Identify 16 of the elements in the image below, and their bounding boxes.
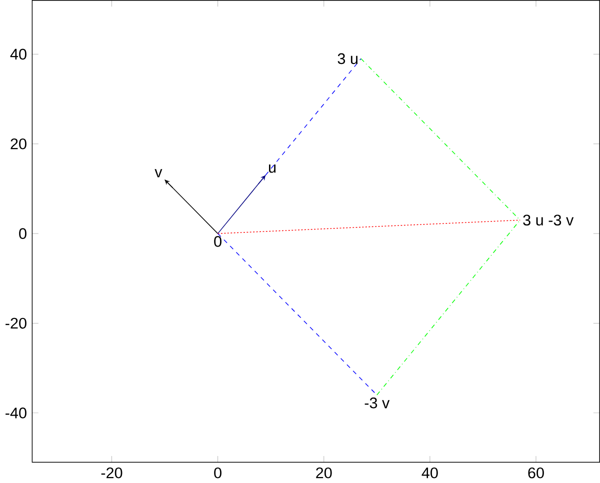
x-tick-label: 0: [214, 467, 222, 478]
y-tick-label: 40: [10, 48, 26, 60]
x-tick-label: -20: [101, 467, 122, 478]
annotation: 0: [214, 236, 222, 247]
y-tick-label: 0: [19, 228, 26, 239]
x-tick-label: 20: [316, 467, 332, 478]
x-tick-label: 60: [528, 467, 544, 478]
x-tick-label: 40: [422, 467, 438, 478]
annotation: -3 v: [364, 397, 390, 408]
annotation: 3 u: [338, 53, 358, 64]
annotation: v: [154, 169, 162, 178]
annotation: u: [269, 164, 276, 173]
y-tick-label: 20: [10, 138, 26, 150]
annotation: 3 u -3 v: [523, 214, 574, 226]
y-tick-label: -20: [6, 318, 26, 329]
y-tick-label: -40: [6, 407, 26, 418]
